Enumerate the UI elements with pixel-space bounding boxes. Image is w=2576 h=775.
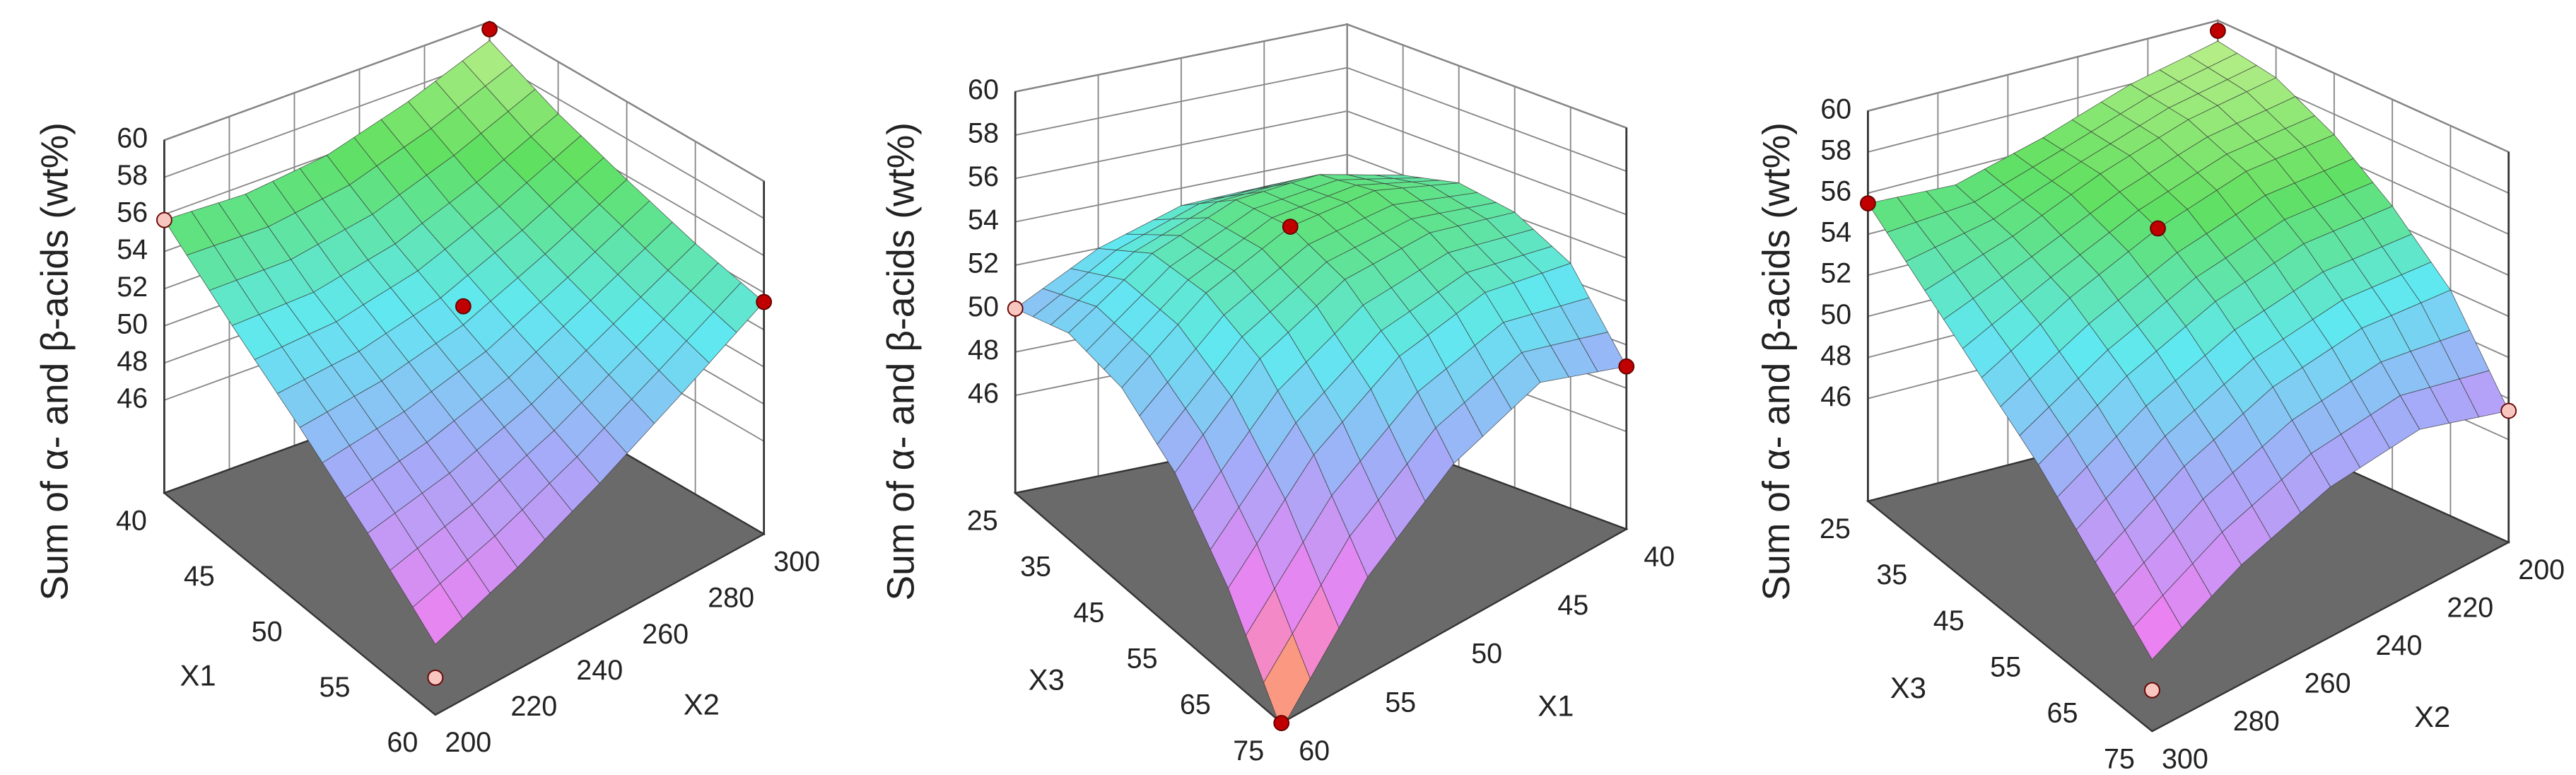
z-tick-label: 48 [1820, 340, 1851, 371]
y-tick-label: 240 [2376, 630, 2423, 661]
z-tick-label: 46 [117, 383, 148, 414]
x-tick-label: 75 [1233, 735, 1264, 767]
z-tick-label: 58 [117, 160, 148, 191]
y-tick-label: 220 [2447, 593, 2493, 624]
z-tick-label: 60 [117, 123, 148, 154]
x-tick-label: 55 [320, 672, 351, 703]
z-tick-label: 54 [117, 234, 148, 265]
z-tick-label: 56 [1820, 176, 1851, 207]
y-tick-label: 60 [1299, 735, 1330, 767]
x-tick-label: 50 [252, 616, 283, 647]
x-tick-label: 75 [2104, 743, 2135, 774]
y-tick-label: 240 [576, 655, 623, 686]
x-tick-label: 45 [1933, 605, 1965, 636]
z-tick-label: 60 [968, 74, 999, 105]
z-tick-label: 56 [968, 161, 999, 192]
x-tick-label: 65 [2047, 697, 2078, 728]
z-tick-label: 52 [117, 272, 148, 303]
design-point [156, 211, 172, 228]
design-point [455, 298, 472, 315]
z-tick-label: 56 [117, 197, 148, 228]
design-point [1282, 218, 1299, 235]
y-tick-label: 55 [1385, 687, 1416, 718]
x-axis-label: X3 [1029, 663, 1065, 697]
z-axis-label: Sum of α- and β-acids (wt%) [880, 122, 922, 600]
panel: 46 48 50 52 54 56 58 60 300 280 260 240 220 200 25 35 45… [1756, 19, 2565, 774]
design-point [2144, 682, 2160, 699]
z-tick-label: 58 [968, 117, 999, 148]
design-point [1273, 715, 1290, 731]
x-tick-label: 60 [387, 727, 418, 758]
panel: 46 48 50 52 54 56 58 60 200 220 240 260 280 300 40 45 50… [34, 20, 820, 758]
x-tick-label: 45 [1073, 598, 1104, 629]
design-point [1859, 195, 1876, 211]
x-tick-label: 25 [1820, 513, 1851, 544]
z-tick-label: 50 [968, 291, 999, 322]
y-axis-label: X2 [684, 687, 720, 721]
y-tick-label: 220 [510, 691, 557, 722]
y-axis-label: X2 [2414, 700, 2450, 733]
y-tick-label: 200 [445, 727, 491, 758]
z-tick-label: 50 [1820, 299, 1851, 330]
z-tick-label: 48 [968, 334, 999, 366]
x-axis-label: X3 [1890, 671, 1926, 704]
x-tick-label: 45 [184, 561, 215, 592]
design-point [2209, 23, 2226, 39]
y-tick-label: 260 [642, 619, 689, 650]
design-point [427, 670, 444, 686]
z-tick-label: 48 [117, 346, 148, 377]
y-tick-label: 300 [773, 547, 820, 578]
y-tick-label: 200 [2518, 554, 2565, 585]
surface-patch [1263, 633, 1311, 730]
design-point [2500, 402, 2517, 419]
y-tick-label: 50 [1471, 639, 1502, 670]
design-point [1618, 358, 1635, 375]
x-tick-label: 35 [1876, 559, 1907, 590]
x-tick-label: 55 [1990, 651, 2021, 682]
design-point [2150, 220, 2166, 237]
surface-patch [412, 583, 464, 645]
z-tick-label: 54 [968, 204, 999, 235]
y-tick-label: 260 [2305, 668, 2351, 699]
x-tick-label: 40 [116, 505, 147, 536]
x-axis-label: X1 [180, 659, 216, 692]
y-tick-label: 300 [2162, 743, 2208, 774]
x-tick-label: 55 [1127, 643, 1158, 675]
z-axis-label: Sum of α- and β-acids (wt%) [1756, 122, 1798, 600]
x-tick-label: 35 [1020, 552, 1051, 583]
z-tick-label: 52 [1820, 258, 1851, 289]
z-tick-label: 52 [968, 248, 999, 279]
design-point [756, 293, 773, 310]
z-tick-label: 58 [1820, 134, 1851, 165]
y-tick-label: 40 [1644, 542, 1675, 573]
panel: 46 48 50 52 54 56 58 60 60 55 50 45 40 25 35 45 55 65 75 X3… [880, 23, 1675, 767]
design-point [481, 21, 498, 37]
y-axis-label: X1 [1538, 689, 1574, 723]
x-tick-label: 65 [1180, 689, 1211, 721]
z-tick-label: 54 [1820, 217, 1851, 248]
y-tick-label: 280 [708, 583, 754, 614]
design-point [1007, 301, 1024, 317]
x-tick-label: 25 [967, 505, 998, 536]
z-tick-label: 46 [1820, 381, 1851, 412]
y-tick-label: 280 [2233, 706, 2280, 737]
z-tick-label: 60 [1820, 93, 1851, 124]
surface-patch [2133, 595, 2182, 660]
z-axis-label: Sum of α- and β-acids (wt%) [34, 122, 76, 600]
z-tick-label: 50 [117, 308, 148, 339]
y-tick-label: 45 [1557, 590, 1588, 621]
z-tick-label: 46 [968, 378, 999, 409]
